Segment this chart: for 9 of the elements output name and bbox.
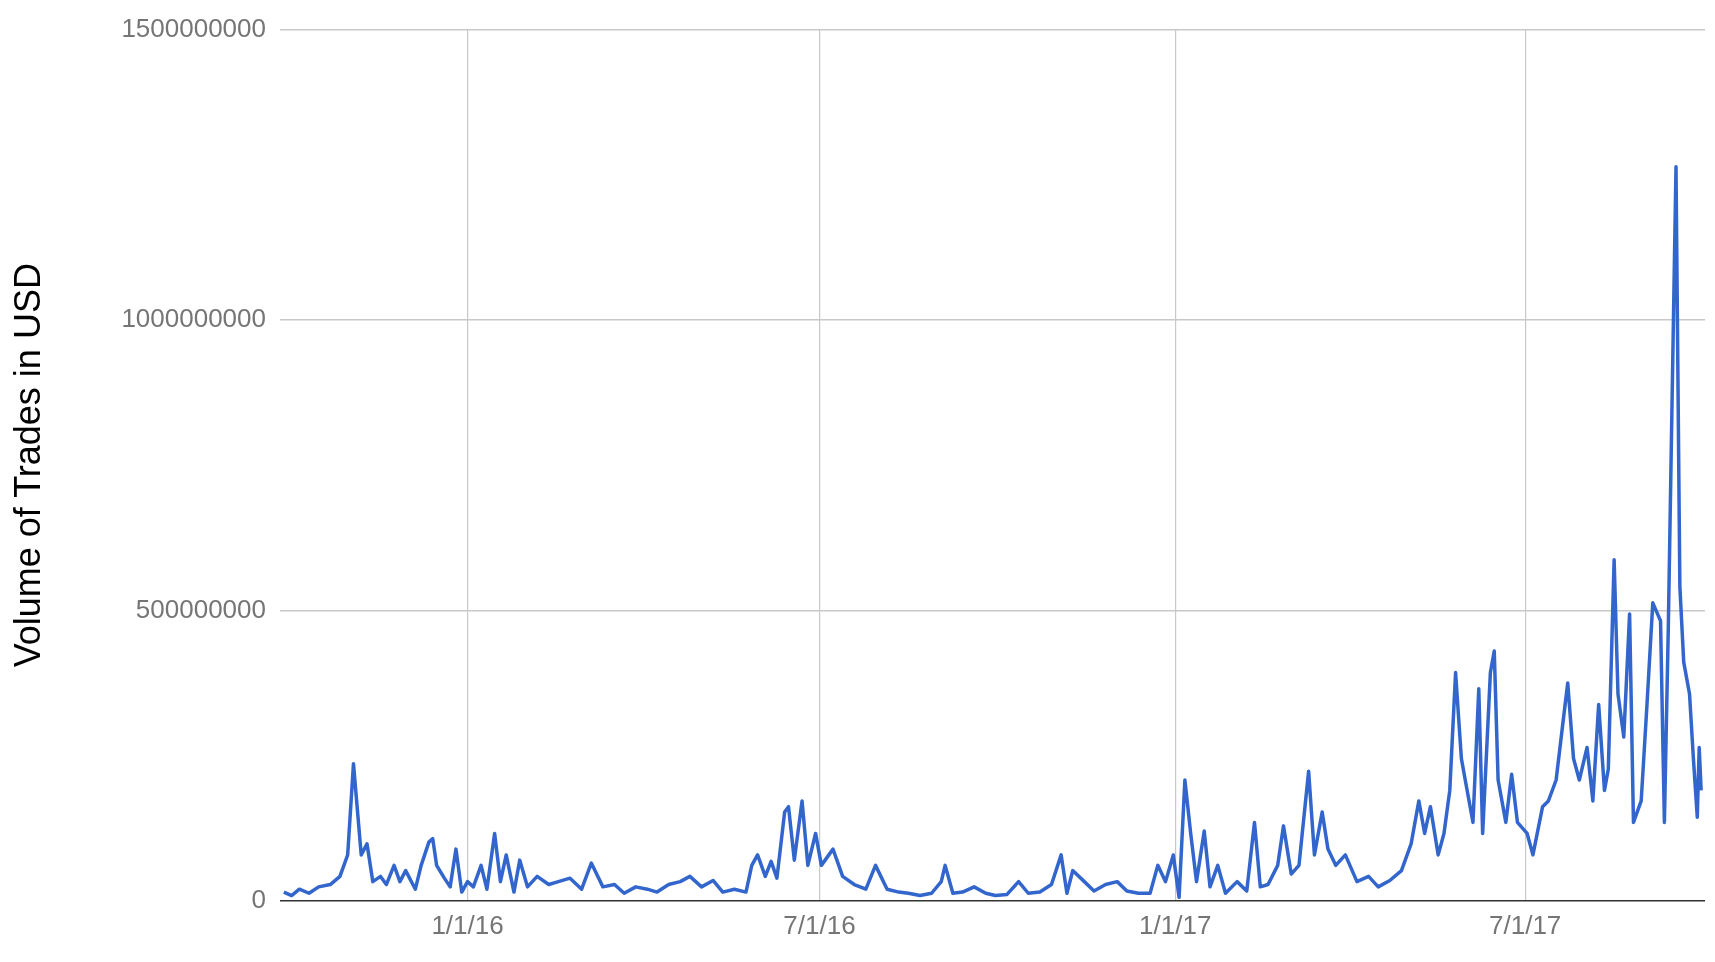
- y-tick-label: 1000000000: [121, 303, 266, 334]
- y-tick-label: 500000000: [135, 593, 266, 624]
- y-tick-label: 1500000000: [121, 12, 266, 43]
- x-tick-label: 1/1/17: [1139, 909, 1212, 940]
- x-tick-label: 7/1/16: [783, 909, 856, 940]
- x-tick-label: 1/1/16: [431, 909, 504, 940]
- y-axis-title: Volume of Trades in USD: [6, 263, 48, 668]
- x-tick-label: 7/1/17: [1489, 909, 1562, 940]
- y-tick-label: 0: [251, 883, 266, 914]
